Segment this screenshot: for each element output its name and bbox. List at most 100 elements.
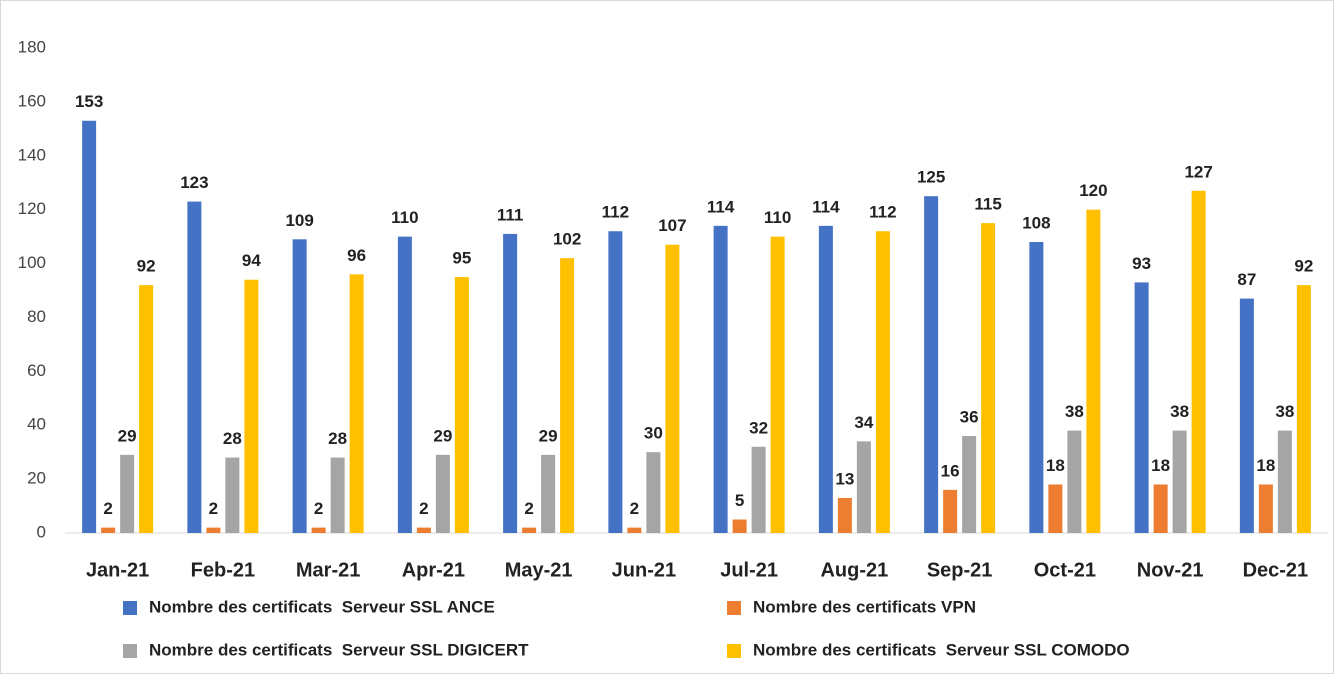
x-tick-label: Jan-21 (86, 559, 149, 581)
y-tick-label: 100 (18, 253, 46, 272)
x-tick-label: Dec-21 (1243, 559, 1309, 581)
bar (435, 454, 450, 533)
data-label: 120 (1079, 181, 1107, 200)
bar (608, 231, 623, 533)
y-tick-label: 160 (18, 91, 46, 110)
y-tick-label: 120 (18, 199, 46, 218)
bar (770, 236, 785, 533)
bar (856, 441, 871, 533)
data-label: 87 (1237, 270, 1256, 289)
data-label: 109 (285, 211, 313, 230)
x-tick-label: Apr-21 (402, 559, 465, 581)
bar (139, 285, 154, 533)
data-label: 96 (347, 246, 366, 265)
x-tick-label: Jul-21 (720, 559, 778, 581)
bar (397, 236, 412, 533)
data-label: 2 (419, 499, 428, 518)
legend-label: Nombre des certificats Serveur SSL ANCE (149, 597, 495, 616)
data-label: 32 (749, 418, 768, 437)
bar (101, 527, 116, 533)
bar (1258, 484, 1273, 533)
bar (1172, 430, 1187, 533)
x-tick-label: Sep-21 (927, 559, 993, 581)
bar (962, 436, 977, 533)
data-label: 92 (137, 257, 156, 276)
bar (981, 223, 996, 533)
bar (416, 527, 431, 533)
data-label: 112 (602, 203, 629, 222)
data-label: 38 (1170, 402, 1189, 421)
bar (522, 527, 537, 533)
bar (1153, 484, 1168, 533)
data-label: 92 (1294, 257, 1313, 276)
data-label: 13 (835, 469, 854, 488)
x-tick-label: Nov-21 (1137, 559, 1204, 581)
data-label: 111 (497, 205, 524, 224)
y-tick-label: 40 (27, 415, 46, 434)
y-tick-label: 140 (18, 145, 46, 164)
bar (292, 239, 307, 534)
bar (1239, 298, 1254, 533)
bar (187, 201, 202, 534)
bar (349, 274, 364, 533)
data-label: 110 (764, 208, 791, 227)
legend-label: Nombre des certificats Serveur SSL COMOD… (753, 640, 1130, 659)
data-label: 110 (391, 208, 418, 227)
data-label: 38 (1275, 402, 1294, 421)
data-label: 2 (524, 499, 533, 518)
data-label: 93 (1132, 254, 1151, 273)
bar (82, 120, 97, 533)
legend-swatch (727, 644, 741, 658)
bar (751, 446, 766, 533)
data-label: 114 (707, 197, 735, 216)
legend-label: Nombre des certificats Serveur SSL DIGIC… (149, 640, 529, 659)
bar (1277, 430, 1292, 533)
x-tick-label: Feb-21 (191, 559, 255, 581)
y-tick-label: 60 (27, 361, 46, 380)
data-label: 5 (735, 491, 744, 510)
bar (924, 196, 939, 533)
bar (503, 233, 518, 533)
data-label: 38 (1065, 402, 1084, 421)
data-label: 2 (630, 499, 639, 518)
bar (1134, 282, 1149, 533)
data-label: 28 (223, 429, 242, 448)
legend-swatch (123, 601, 137, 615)
x-tick-label: Mar-21 (296, 559, 360, 581)
data-label: 28 (328, 429, 347, 448)
data-label: 153 (75, 92, 103, 111)
y-tick-label: 0 (37, 522, 46, 541)
bar (541, 454, 556, 533)
bar (1029, 242, 1044, 533)
bar (627, 527, 642, 533)
x-tick-label: Oct-21 (1034, 559, 1096, 581)
bar (454, 277, 469, 533)
x-tick-label: Jun-21 (612, 559, 676, 581)
bar (646, 452, 661, 533)
data-label: 18 (1256, 456, 1275, 475)
data-label: 125 (917, 168, 945, 187)
legend-label: Nombre des certificats VPN (753, 597, 976, 616)
legend-swatch (123, 644, 137, 658)
y-tick-label: 20 (27, 469, 46, 488)
bar (713, 225, 728, 534)
bar (818, 225, 833, 534)
bar (1191, 190, 1206, 534)
data-label: 123 (180, 173, 208, 192)
bar (1067, 430, 1082, 533)
bar (943, 489, 958, 533)
bar (837, 497, 852, 533)
data-label: 102 (553, 230, 581, 249)
y-tick-label: 180 (18, 37, 46, 56)
bar (1048, 484, 1063, 533)
data-label: 16 (941, 461, 960, 480)
data-label: 29 (539, 426, 558, 445)
data-label: 115 (974, 195, 1001, 214)
data-label: 127 (1184, 162, 1212, 181)
bar (875, 231, 890, 533)
data-label: 114 (812, 197, 840, 216)
bar (311, 527, 326, 533)
data-label: 95 (452, 249, 471, 268)
bar (330, 457, 345, 533)
data-label: 34 (854, 413, 873, 432)
